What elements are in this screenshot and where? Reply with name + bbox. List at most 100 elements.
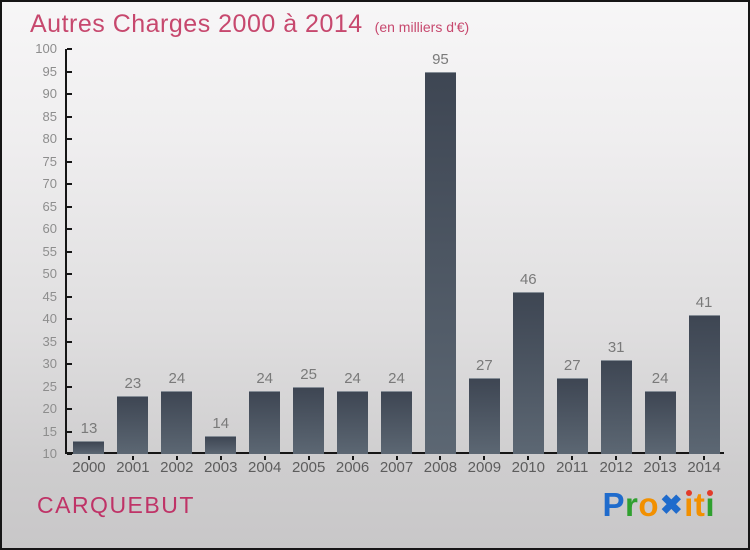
bar [600,359,632,454]
x-category-label: 2008 [423,459,458,476]
bar [117,395,149,454]
y-tick-label: 25 [42,378,57,394]
x-category-label: 2005 [291,459,326,476]
x-category-label: 2000 [72,459,106,476]
y-tick-label: 80 [42,131,57,146]
y-tick-label: 35 [42,333,57,349]
x-tick-mark [175,456,178,460]
logo-letter: ı [705,486,715,523]
bar [512,292,544,454]
x-tick-mark [351,456,354,460]
bar [381,391,412,454]
x-tick-mark [439,456,442,460]
y-tick-mark [67,205,72,208]
y-tick-label: 65 [42,198,57,214]
bar-value-label: 46 [519,271,537,288]
y-tick-label: 10 [42,446,57,461]
y-tick-label: 50 [42,266,57,281]
x-tick-mark [527,456,530,460]
y-tick-label: 40 [42,311,57,326]
bar-value-label: 24 [344,370,361,387]
bar-value-label: 27 [476,356,493,374]
logo-letter: t [693,486,706,523]
proxiti-logo: Pro✖ı tı [603,486,716,524]
bar [249,391,281,454]
bar [468,377,500,454]
y-tick-mark [67,93,72,95]
y-tick-mark [67,340,72,343]
bar-value-label: 27 [563,356,581,374]
y-tick-mark [67,408,72,410]
y-tick-mark [67,183,72,185]
x-category-label: 2013 [643,459,677,476]
x-tick-mark [571,456,574,460]
chart-header: Autres Charges 2000 à 2014 (en milliers d… [30,10,469,39]
bar-value-label: 24 [256,370,274,387]
bar-value-label: 24 [651,370,669,387]
bar [161,391,193,454]
x-tick-mark [703,456,706,460]
bar [205,436,237,454]
y-tick-mark [67,453,72,455]
x-category-label: 2011 [556,459,589,476]
y-tick-mark [67,295,72,298]
bar [644,391,676,454]
y-tick-label: 85 [42,108,57,124]
bar-value-label: 41 [695,293,713,311]
logo-letter: P [602,486,626,523]
x-category-label: 2012 [599,459,633,476]
y-tick-mark [67,115,72,118]
x-tick-mark [87,456,90,460]
y-tick-mark [67,70,72,73]
bar-value-label: 95 [432,50,449,68]
y-tick-mark [67,250,72,253]
x-tick-mark [395,456,398,460]
y-tick-label: 20 [42,401,57,416]
x-tick-mark [483,456,486,460]
y-tick-label: 90 [42,86,57,101]
x-category-label: 2001 [116,459,150,476]
x-category-label: 2006 [335,459,370,476]
plot-area: 13 2000 23 2001 24 2002 14 2003 24 2004 25 2005 24 20… [65,48,724,476]
x-category-label: 2009 [467,459,502,476]
y-tick-mark [67,160,72,163]
y-tick-label: 70 [42,176,57,191]
x-category-label: 2002 [160,459,194,476]
bar-value-label: 31 [607,338,625,356]
logo-letter-dot [686,490,693,496]
y-tick-label: 75 [42,153,57,169]
bar-value-label: 13 [80,419,98,437]
y-tick-label: 55 [42,243,57,259]
y-tick-label: 30 [42,356,57,371]
x-category-label: 2004 [248,459,282,476]
x-tick-mark [615,456,618,460]
chart-subtitle: (en milliers d'€) [374,19,470,35]
bar [73,440,105,454]
x-category-label: 2007 [379,459,414,476]
x-tick-mark [263,456,266,460]
commune-name: CARQUEBUT [37,492,195,518]
bar [293,386,325,454]
x-category-label: 2010 [511,459,545,476]
y-tick-label: 60 [42,221,57,236]
logo-letter: r [625,486,639,523]
logo-letter: ı [684,486,694,523]
y-tick-mark [67,228,72,230]
bar-value-label: 23 [124,374,142,392]
y-tick-label: 15 [42,423,57,439]
y-tick-mark [67,318,72,320]
x-category-label: 2003 [204,459,238,476]
bar-value-label: 25 [300,365,317,383]
x-tick-mark [219,456,222,460]
x-category-label: 2014 [687,459,721,476]
y-tick-mark [67,363,72,365]
x-tick-mark [659,456,662,460]
x-tick-mark [131,456,134,460]
bar [337,391,369,454]
y-tick-label: 45 [42,288,57,304]
bar [424,71,456,454]
y-tick-mark [67,48,72,50]
y-tick-label: 100 [35,41,57,56]
logo-letter: o [638,486,660,523]
